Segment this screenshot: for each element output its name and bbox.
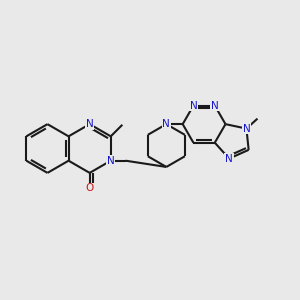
Text: N: N [163, 119, 170, 129]
Text: N: N [86, 119, 94, 129]
Text: N: N [211, 100, 219, 111]
Text: N: N [107, 156, 115, 166]
Text: N: N [190, 100, 197, 111]
Text: O: O [85, 183, 94, 193]
Text: N: N [225, 154, 233, 164]
Text: N: N [243, 124, 250, 134]
